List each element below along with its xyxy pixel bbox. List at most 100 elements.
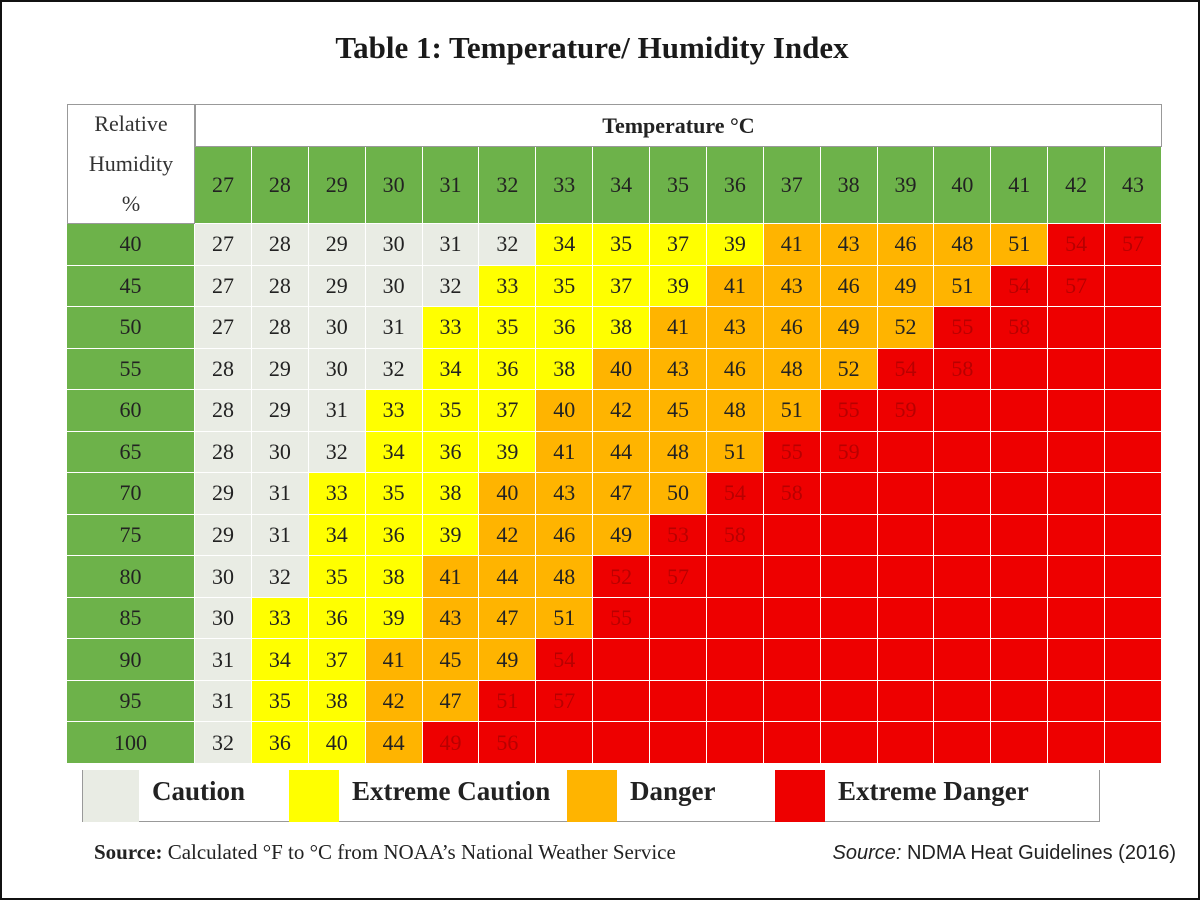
cell: 40: [593, 348, 651, 391]
cell: 47: [479, 597, 537, 640]
legend-swatch: [82, 770, 139, 822]
cell: [1105, 514, 1162, 557]
column-header: 30: [365, 147, 423, 224]
cell: 38: [422, 473, 480, 515]
cell: 42: [365, 680, 423, 723]
cell: 57: [1048, 265, 1106, 308]
column-header: 35: [650, 147, 707, 224]
cell: 40: [479, 473, 537, 515]
cell: 34: [251, 639, 309, 681]
cell: 30: [365, 224, 423, 266]
cell: [1105, 307, 1162, 349]
cell: [593, 680, 651, 723]
cell: 30: [195, 597, 252, 640]
cell: 52: [877, 307, 935, 349]
legend-label: Caution: [152, 776, 246, 806]
column-header: 27: [195, 147, 252, 224]
cell: 46: [877, 224, 935, 266]
row-header: 95: [67, 680, 195, 723]
cell: 38: [536, 348, 594, 391]
column-header: 31: [422, 147, 480, 224]
row-header: 75: [67, 514, 195, 557]
cell: 46: [820, 265, 878, 308]
cell: 43: [650, 348, 707, 391]
cell: 39: [706, 224, 764, 266]
row-header: 50: [67, 307, 195, 349]
cell: 49: [820, 307, 878, 349]
cell: 30: [195, 556, 252, 598]
cell: [706, 639, 764, 681]
cell: 42: [479, 514, 537, 557]
cell: [1048, 514, 1106, 557]
cell: [1105, 390, 1162, 432]
cell: 29: [308, 265, 366, 308]
cell: 41: [422, 556, 480, 598]
cell: [820, 597, 878, 640]
cell: 28: [195, 348, 252, 391]
cell: 38: [593, 307, 651, 349]
cell: [991, 556, 1049, 598]
row-header: 45: [67, 265, 195, 308]
cell: 39: [422, 514, 480, 557]
cell: [1048, 473, 1106, 515]
source-label: Source:: [832, 842, 902, 864]
column-header: 40: [934, 147, 992, 224]
cell: [934, 680, 992, 723]
cell: 30: [365, 265, 423, 308]
cell: [877, 597, 935, 640]
cell: 36: [422, 431, 480, 474]
cell: 54: [991, 265, 1049, 308]
source-label: Source:: [94, 840, 163, 864]
cell: [763, 556, 821, 598]
cell: 42: [593, 390, 651, 432]
cell: [877, 722, 935, 764]
cell: 38: [365, 556, 423, 598]
cell: 34: [365, 431, 423, 474]
cell: 47: [593, 473, 651, 515]
cell: 32: [195, 722, 252, 764]
cell: [706, 556, 764, 598]
cell: 43: [820, 224, 878, 266]
row-header: 60: [67, 390, 195, 432]
legend-label: Extreme Danger: [838, 776, 1029, 806]
cell: [934, 514, 992, 557]
cell: [934, 473, 992, 515]
cell: [877, 680, 935, 723]
cell: 51: [706, 431, 764, 474]
cell: [877, 431, 935, 474]
cell: 29: [308, 224, 366, 266]
cell: [650, 680, 707, 723]
row-header: 70: [67, 473, 195, 515]
cell: 45: [422, 639, 480, 681]
cell: [1048, 348, 1106, 391]
cell: [934, 390, 992, 432]
cell: 37: [479, 390, 537, 432]
row-header: 85: [67, 597, 195, 640]
cell: 30: [308, 348, 366, 391]
cell: 57: [1105, 224, 1162, 266]
cell: [1048, 390, 1106, 432]
cell: 32: [251, 556, 309, 598]
cell: [763, 514, 821, 557]
cell: 43: [763, 265, 821, 308]
column-header: 43: [1105, 147, 1162, 224]
footer-left: Source: Calculated °F to °C from NOAA’s …: [94, 840, 676, 865]
cell: 54: [706, 473, 764, 515]
cell: 51: [934, 265, 992, 308]
cell: [1105, 722, 1162, 764]
cell: [991, 680, 1049, 723]
cell: 41: [706, 265, 764, 308]
cell: 30: [308, 307, 366, 349]
cell: [1105, 680, 1162, 723]
cell: 36: [308, 597, 366, 640]
cell: 28: [251, 265, 309, 308]
cell: [1105, 265, 1162, 308]
cell: [763, 597, 821, 640]
cell: 51: [991, 224, 1049, 266]
cell: 35: [422, 390, 480, 432]
cell: 44: [593, 431, 651, 474]
cell: 35: [593, 224, 651, 266]
cell: 49: [479, 639, 537, 681]
cell: 51: [763, 390, 821, 432]
cell: [650, 722, 707, 764]
